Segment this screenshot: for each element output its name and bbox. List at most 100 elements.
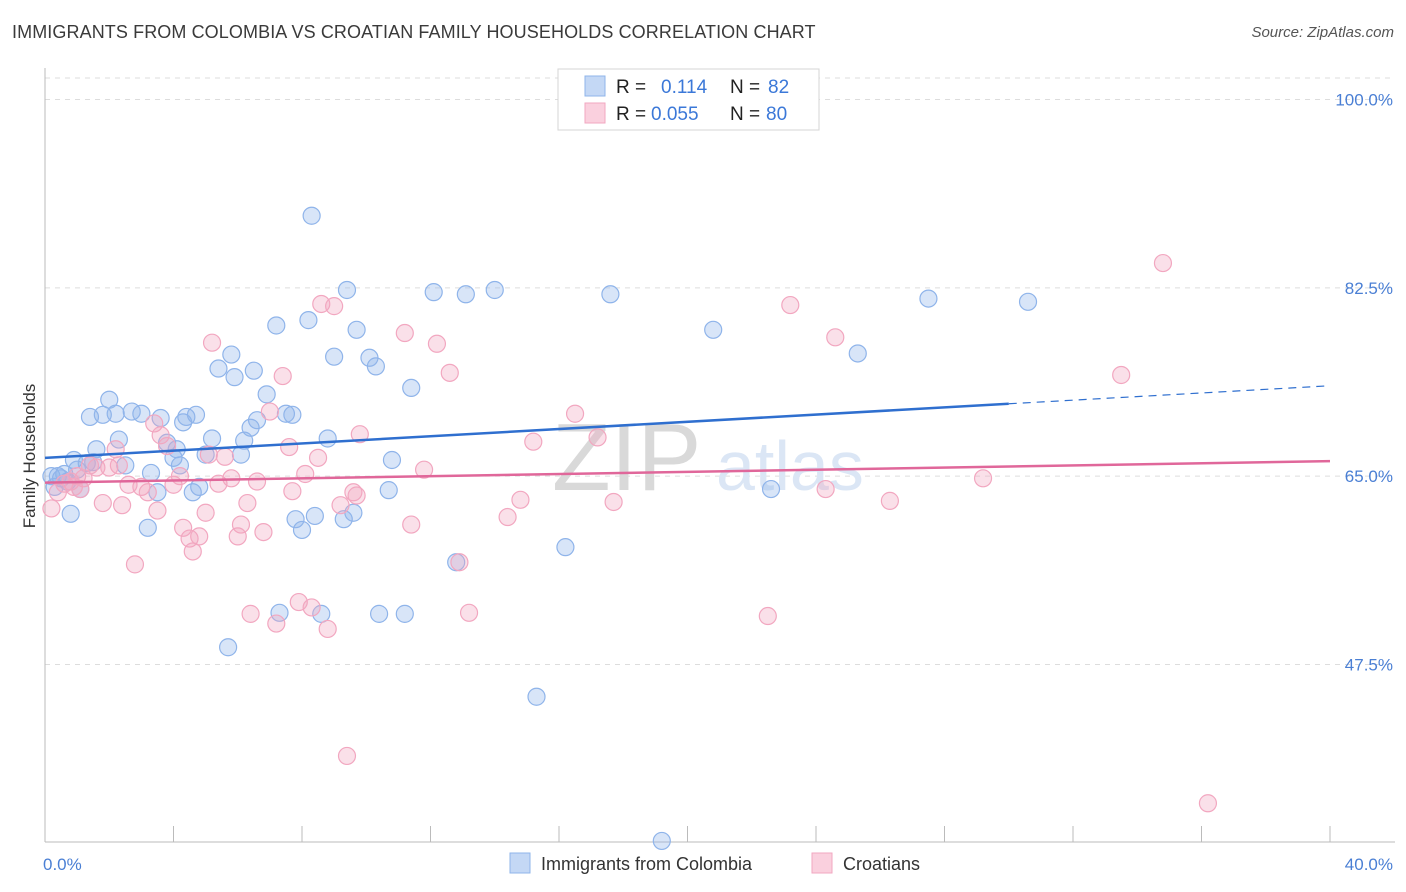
- data-point: [395, 604, 414, 623]
- data-point: [973, 469, 993, 488]
- data-point: [148, 483, 167, 502]
- data-point: [296, 464, 315, 484]
- data-point: [781, 295, 800, 315]
- data-point: [325, 297, 344, 316]
- x-tick-label: 40.0%: [1345, 855, 1393, 874]
- x-tick-labels: 0.0% 40.0%: [43, 855, 1393, 874]
- legend-label-colombia: Immigrants from Colombia: [541, 854, 753, 874]
- data-point: [347, 486, 366, 505]
- data-point: [402, 515, 421, 534]
- data-point: [524, 432, 543, 451]
- series-croatians-points: [42, 253, 1218, 813]
- data-point: [219, 638, 238, 657]
- trend-line: [44, 459, 1331, 484]
- data-point: [919, 289, 938, 308]
- axes: [44, 68, 1395, 843]
- data-point: [93, 493, 112, 513]
- data-point: [556, 538, 575, 557]
- data-point: [652, 831, 671, 851]
- data-point: [215, 447, 234, 466]
- stats-n-value-croatians: 80: [766, 104, 787, 125]
- legend-swatch-croatians: [811, 852, 833, 874]
- data-point: [132, 404, 151, 423]
- data-point: [350, 425, 369, 444]
- data-point: [151, 426, 170, 445]
- stats-box: R = 0.114 N = 82 R = 0.055 N = 80: [557, 68, 820, 131]
- stats-r-value-colombia: 0.114: [661, 77, 708, 98]
- data-point: [305, 506, 324, 526]
- stats-n-label-colombia: N =: [730, 77, 760, 98]
- stats-r-value-croatians: 0.055: [651, 104, 699, 125]
- data-point: [450, 553, 469, 572]
- data-point: [498, 507, 517, 527]
- data-point: [225, 368, 244, 387]
- data-point: [241, 604, 260, 623]
- data-point: [601, 285, 620, 304]
- trend-line-extrapolated: [1008, 385, 1331, 405]
- data-point: [106, 404, 125, 423]
- data-point: [196, 503, 215, 522]
- data-point: [1112, 365, 1131, 385]
- data-point: [138, 483, 157, 502]
- data-point: [257, 385, 276, 404]
- data-point: [174, 518, 193, 537]
- data-point: [1153, 253, 1173, 273]
- legend-swatch-colombia: [509, 852, 531, 874]
- data-point: [459, 603, 479, 622]
- data-point: [334, 510, 353, 529]
- y-axis-label: Family Households: [20, 384, 39, 529]
- trend-lines: [44, 385, 1331, 484]
- data-point: [337, 746, 357, 766]
- data-point: [318, 619, 337, 639]
- data-point: [485, 280, 504, 300]
- data-point: [190, 477, 209, 497]
- y-tick-label: 47.5%: [1345, 655, 1393, 674]
- data-point: [280, 437, 299, 457]
- trend-line: [44, 402, 1009, 460]
- data-point: [125, 555, 145, 574]
- data-point: [826, 328, 845, 347]
- data-point: [292, 520, 312, 540]
- data-point: [231, 515, 251, 534]
- data-point: [344, 483, 363, 502]
- data-point: [816, 479, 835, 499]
- data-point: [424, 283, 443, 302]
- y-tick-label: 100.0%: [1335, 91, 1393, 110]
- data-point: [588, 428, 607, 447]
- data-point: [148, 501, 167, 520]
- data-point: [170, 456, 190, 475]
- data-point: [318, 429, 337, 448]
- series-colombia-points: [42, 206, 1038, 851]
- data-point: [440, 363, 459, 382]
- data-point: [238, 493, 257, 513]
- data-point: [427, 334, 447, 353]
- data-point: [254, 522, 273, 542]
- legend: Immigrants from Colombia Croatians: [509, 852, 920, 874]
- data-point: [312, 604, 331, 623]
- data-point: [276, 404, 296, 423]
- data-point: [112, 496, 132, 515]
- stats-swatch-colombia: [584, 75, 606, 97]
- data-point: [1198, 794, 1218, 813]
- data-point: [604, 492, 623, 512]
- data-point: [183, 542, 202, 561]
- data-point: [222, 345, 241, 364]
- y-tick-label: 65.0%: [1345, 467, 1393, 486]
- data-point: [145, 414, 164, 433]
- data-point: [116, 456, 135, 475]
- data-point: [761, 479, 781, 499]
- data-point: [170, 467, 190, 486]
- data-point: [308, 448, 328, 467]
- watermark-atlas: atlas: [716, 427, 864, 505]
- data-point: [267, 316, 286, 335]
- data-point: [395, 323, 414, 343]
- data-point: [241, 418, 260, 437]
- data-point: [42, 499, 61, 518]
- data-point: [414, 460, 434, 479]
- data-point: [199, 445, 218, 464]
- data-point: [331, 496, 350, 515]
- data-point: [61, 504, 80, 523]
- data-point: [302, 206, 321, 225]
- stats-r-label-croatians: R =: [616, 104, 646, 125]
- y-tick-label: 82.5%: [1345, 279, 1393, 298]
